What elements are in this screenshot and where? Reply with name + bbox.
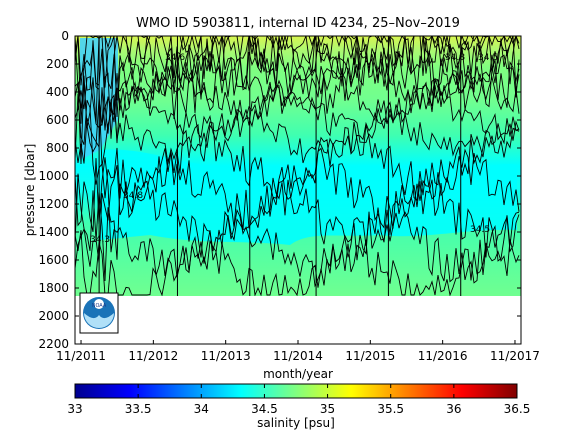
salinity-core <box>100 149 517 245</box>
y-tick-label: 1800 <box>38 281 69 295</box>
x-tick-label: 11/2016 <box>418 349 468 363</box>
colorbar-label: salinity [psu] <box>257 416 335 430</box>
colorbar-tick-label: 35.5 <box>377 402 404 416</box>
y-tick-label: 800 <box>46 141 69 155</box>
x-axis: 11/2011 11/2012 11/2013 11/2014 11/2015 11/20… <box>56 340 540 363</box>
colorbar-tick-label: 36.5 <box>504 402 531 416</box>
contour-line <box>75 157 520 288</box>
y-tick-label: 1200 <box>38 197 69 211</box>
contour-labels: 34.6 34.8 34.5 34.8 34.3 34.5 <box>90 53 498 245</box>
chart-title: WMO ID 5903811, internal ID 4234, 25–Nov… <box>136 16 460 31</box>
contour-line <box>75 36 520 165</box>
x-tick-label: 11/2014 <box>273 349 323 363</box>
colorbar-tick-label: 34 <box>194 402 209 416</box>
contour-line <box>75 36 520 120</box>
y-axis-label: pressure [dbar] <box>23 144 37 237</box>
x-tick-label: 11/2012 <box>128 349 178 363</box>
contour-label: 34.5 <box>478 53 498 63</box>
contour-label: 34.6 <box>165 53 185 63</box>
contour-line <box>75 147 520 282</box>
y-tick-label: 600 <box>46 113 69 127</box>
y-tick-label: 0 <box>61 29 69 43</box>
colorbar-tick-label: 34.5 <box>251 402 278 416</box>
y-tick-label: 1600 <box>38 253 69 267</box>
contour-line <box>75 72 520 165</box>
contour-line <box>75 73 520 164</box>
noaa-logo-text: NOAA <box>92 303 107 309</box>
contour-line <box>75 165 520 269</box>
colorbar-ticks: 33 33.5 34 34.5 35 35.5 36 36.5 <box>67 384 530 416</box>
colorbar: 33 33.5 34 34.5 35 35.5 36 36.5 salinity [psu] <box>67 383 530 430</box>
plot-area: 34.6 34.8 34.5 34.8 34.3 34.5 NOAA <box>75 36 521 344</box>
y-tick-label: 200 <box>46 57 69 71</box>
noaa-logo: NOAA <box>79 292 119 334</box>
contour-label: 34.8 <box>445 53 465 63</box>
colorbar-gradient <box>74 383 518 399</box>
x-tick-label: 11/2011 <box>56 349 106 363</box>
colorbar-tick-label: 35 <box>320 402 335 416</box>
y-tick-label: 1400 <box>38 225 69 239</box>
y-axis: 0 200 400 600 800 1000 1200 1400 1600 1800 2000 220… <box>38 29 521 351</box>
contour-line <box>75 36 520 118</box>
y-tick-label: 2200 <box>38 337 69 351</box>
contour-label: 34.5 <box>470 225 490 235</box>
profile-markers <box>98 36 462 344</box>
y-tick-label: 2000 <box>38 309 69 323</box>
contour-line <box>75 36 520 167</box>
y-tick-label: 1000 <box>38 169 69 183</box>
contour-line <box>75 230 520 297</box>
colorbar-tick-label: 33 <box>67 402 82 416</box>
contour-lines <box>75 36 520 297</box>
x-tick-label: 11/2015 <box>345 349 395 363</box>
contour-label: 34.8 <box>123 191 143 201</box>
contour-label: 34.3 <box>90 235 110 245</box>
colorbar-tick-label: 36 <box>446 402 461 416</box>
contour-line <box>75 65 520 153</box>
x-tick-label: 11/2013 <box>201 349 251 363</box>
x-tick-label: 11/2017 <box>490 349 540 363</box>
no-data-region <box>75 296 521 344</box>
colorbar-tick-label: 33.5 <box>125 402 152 416</box>
x-axis-label: month/year <box>263 367 333 381</box>
y-tick-label: 400 <box>46 85 69 99</box>
